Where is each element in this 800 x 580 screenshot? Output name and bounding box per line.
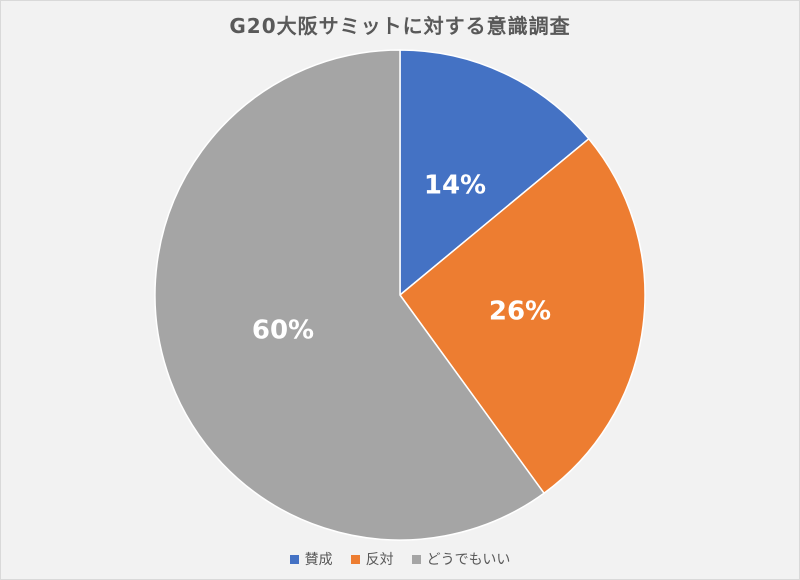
pie-slices — [154, 49, 646, 541]
data-label-0: 14% — [424, 171, 486, 201]
legend-label: どうでもいい — [426, 552, 511, 568]
chart-title: G20大阪サミットに対する意識調査 — [229, 14, 571, 38]
legend-swatch — [411, 554, 421, 564]
legend-swatch — [350, 554, 360, 564]
pie-slice-1[interactable] — [398, 137, 646, 495]
pie-slice-2[interactable] — [154, 49, 546, 541]
legend-item-1[interactable]: 反対 — [350, 549, 394, 569]
legend-item-0[interactable]: 賛成 — [289, 549, 333, 569]
legend-label: 反対 — [365, 552, 394, 568]
legend-label: 賛成 — [304, 552, 333, 568]
data-label-2: 60% — [252, 316, 314, 346]
pie-slice-0[interactable] — [399, 49, 590, 297]
data-label-1: 26% — [489, 297, 551, 327]
chart-legend: 賛成 反対 どうでもいい — [0, 549, 800, 569]
legend-item-2[interactable]: どうでもいい — [411, 549, 511, 569]
pie-data-labels: 14% 26% 60% — [252, 171, 551, 346]
legend-swatch — [289, 554, 299, 564]
